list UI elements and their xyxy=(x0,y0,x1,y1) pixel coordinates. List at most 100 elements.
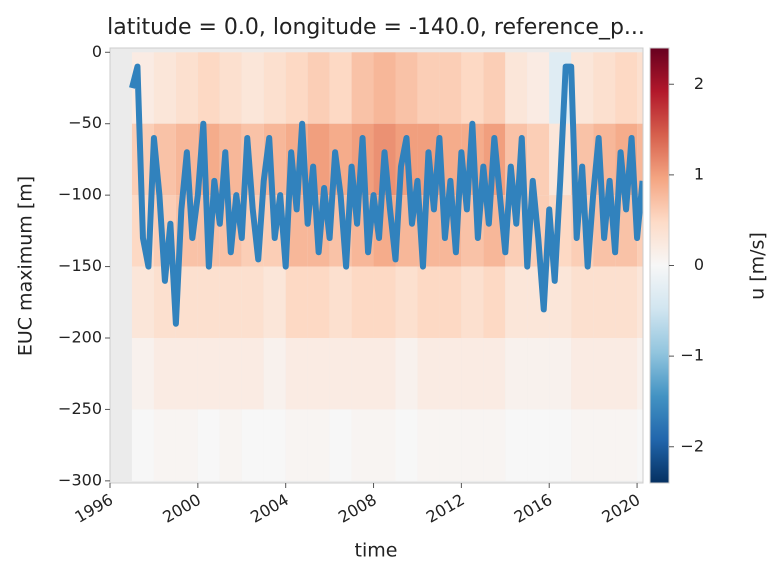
heatmap-cell xyxy=(483,338,506,410)
heatmap-cell xyxy=(417,409,440,481)
heatmap-cell xyxy=(307,266,330,338)
heatmap-cell xyxy=(571,409,594,481)
heatmap-cell xyxy=(197,409,220,481)
plot-area xyxy=(129,52,643,481)
heatmap-cell xyxy=(329,409,352,481)
heatmap-cell xyxy=(637,123,643,196)
heatmap-cell xyxy=(571,266,594,338)
heatmap-cell xyxy=(263,338,286,410)
heatmap-cell xyxy=(637,338,643,410)
line xyxy=(129,63,643,327)
heatmap-cell xyxy=(615,195,638,267)
heatmap-cell xyxy=(395,409,418,481)
heatmap-cell xyxy=(131,409,154,481)
heatmap-cell xyxy=(153,338,176,410)
heatmap-cell xyxy=(615,338,638,410)
heatmap-cell xyxy=(483,266,506,338)
heatmap-cell xyxy=(351,338,374,410)
heatmap-cell xyxy=(153,409,176,481)
heatmap-cell xyxy=(285,338,308,410)
heatmap-cell xyxy=(351,52,374,124)
heatmap-cell xyxy=(329,266,352,338)
heatmap-cell xyxy=(549,338,572,410)
x-tick-label: 1996 xyxy=(71,490,116,527)
heatmap-cell xyxy=(571,52,594,124)
x-axis-label: time xyxy=(355,540,398,562)
heatmap-cell xyxy=(417,338,440,410)
heatmap-cell xyxy=(263,266,286,338)
heatmap-cell xyxy=(505,266,528,338)
heatmap-cell xyxy=(197,266,220,338)
heatmap-cell xyxy=(351,266,374,338)
heatmap-cell xyxy=(439,409,462,481)
heatmap-cell xyxy=(637,52,643,124)
axes-frame xyxy=(109,47,644,484)
heatmap-cell xyxy=(285,266,308,338)
y-tick-label: −150 xyxy=(58,256,102,275)
y-tick-label: −100 xyxy=(58,185,102,204)
heatmap-cell xyxy=(219,266,242,338)
heatmap-cell xyxy=(285,409,308,481)
heatmap-cell xyxy=(615,266,638,338)
heatmap-cell xyxy=(175,52,198,124)
colorbar-tick-label: 1 xyxy=(694,164,704,183)
heatmap-cell xyxy=(395,338,418,410)
heatmap-cell xyxy=(571,338,594,410)
heatmap-cell xyxy=(175,266,198,338)
x-tick-label: 2016 xyxy=(511,490,556,527)
heatmap-cell xyxy=(527,123,550,196)
x-tick-label: 2012 xyxy=(423,490,468,527)
heatmap-cell xyxy=(241,409,264,481)
heatmap-cell xyxy=(593,338,616,410)
heatmap-cell xyxy=(637,266,643,338)
heatmap-cell xyxy=(175,409,198,481)
heatmap-cell xyxy=(329,52,352,124)
heatmap-cell xyxy=(549,52,572,124)
y-tick-label: −200 xyxy=(58,328,102,347)
heatmap-cell xyxy=(241,266,264,338)
heatmap-cell xyxy=(461,338,484,410)
heatmap-cell xyxy=(637,409,643,481)
heatmap-cell xyxy=(241,338,264,410)
heatmap-cell xyxy=(395,266,418,338)
heatmap-cell xyxy=(307,52,330,124)
colorbar-tick-label: −1 xyxy=(680,346,704,365)
heatmap-cell xyxy=(373,409,396,481)
heatmap-cell xyxy=(175,338,198,410)
heatmap-cell xyxy=(593,52,616,124)
heatmap-cell xyxy=(131,338,154,410)
heatmap-cell xyxy=(505,409,528,481)
heatmap-cell xyxy=(307,409,330,481)
heatmap-cell xyxy=(395,52,418,124)
heatmap-cell xyxy=(197,52,220,124)
heatmap-cell xyxy=(153,266,176,338)
heatmap-cell xyxy=(417,266,440,338)
heatmap-cell xyxy=(549,266,572,338)
colorbar xyxy=(649,47,670,484)
heatmap-cell xyxy=(263,409,286,481)
heatmap-cell xyxy=(417,52,440,124)
heatmap-cell xyxy=(153,52,176,124)
heatmap-cell xyxy=(131,266,154,338)
heatmap-cell xyxy=(593,266,616,338)
heatmap-cell xyxy=(527,409,550,481)
x-tick-label: 2000 xyxy=(159,490,204,527)
heatmap-cell xyxy=(505,52,528,124)
heatmap-cell xyxy=(461,266,484,338)
heatmap-cell xyxy=(373,338,396,410)
chart-title: latitude = 0.0, longitude = -140.0, refe… xyxy=(107,15,645,40)
x-tick-label: 2004 xyxy=(247,490,292,527)
heatmap-cell xyxy=(461,52,484,124)
heatmap-cell xyxy=(593,409,616,481)
x-tick-label: 2008 xyxy=(335,490,380,527)
heatmap-cell xyxy=(439,338,462,410)
heatmap-cell xyxy=(527,338,550,410)
heatmap-cell xyxy=(373,266,396,338)
heatmap-cell xyxy=(439,123,462,196)
heatmap-cell xyxy=(285,52,308,124)
y-tick-label: −300 xyxy=(58,470,102,489)
heatmap-cell xyxy=(219,409,242,481)
heatmap-cell xyxy=(351,409,374,481)
heatmap-cell xyxy=(439,266,462,338)
